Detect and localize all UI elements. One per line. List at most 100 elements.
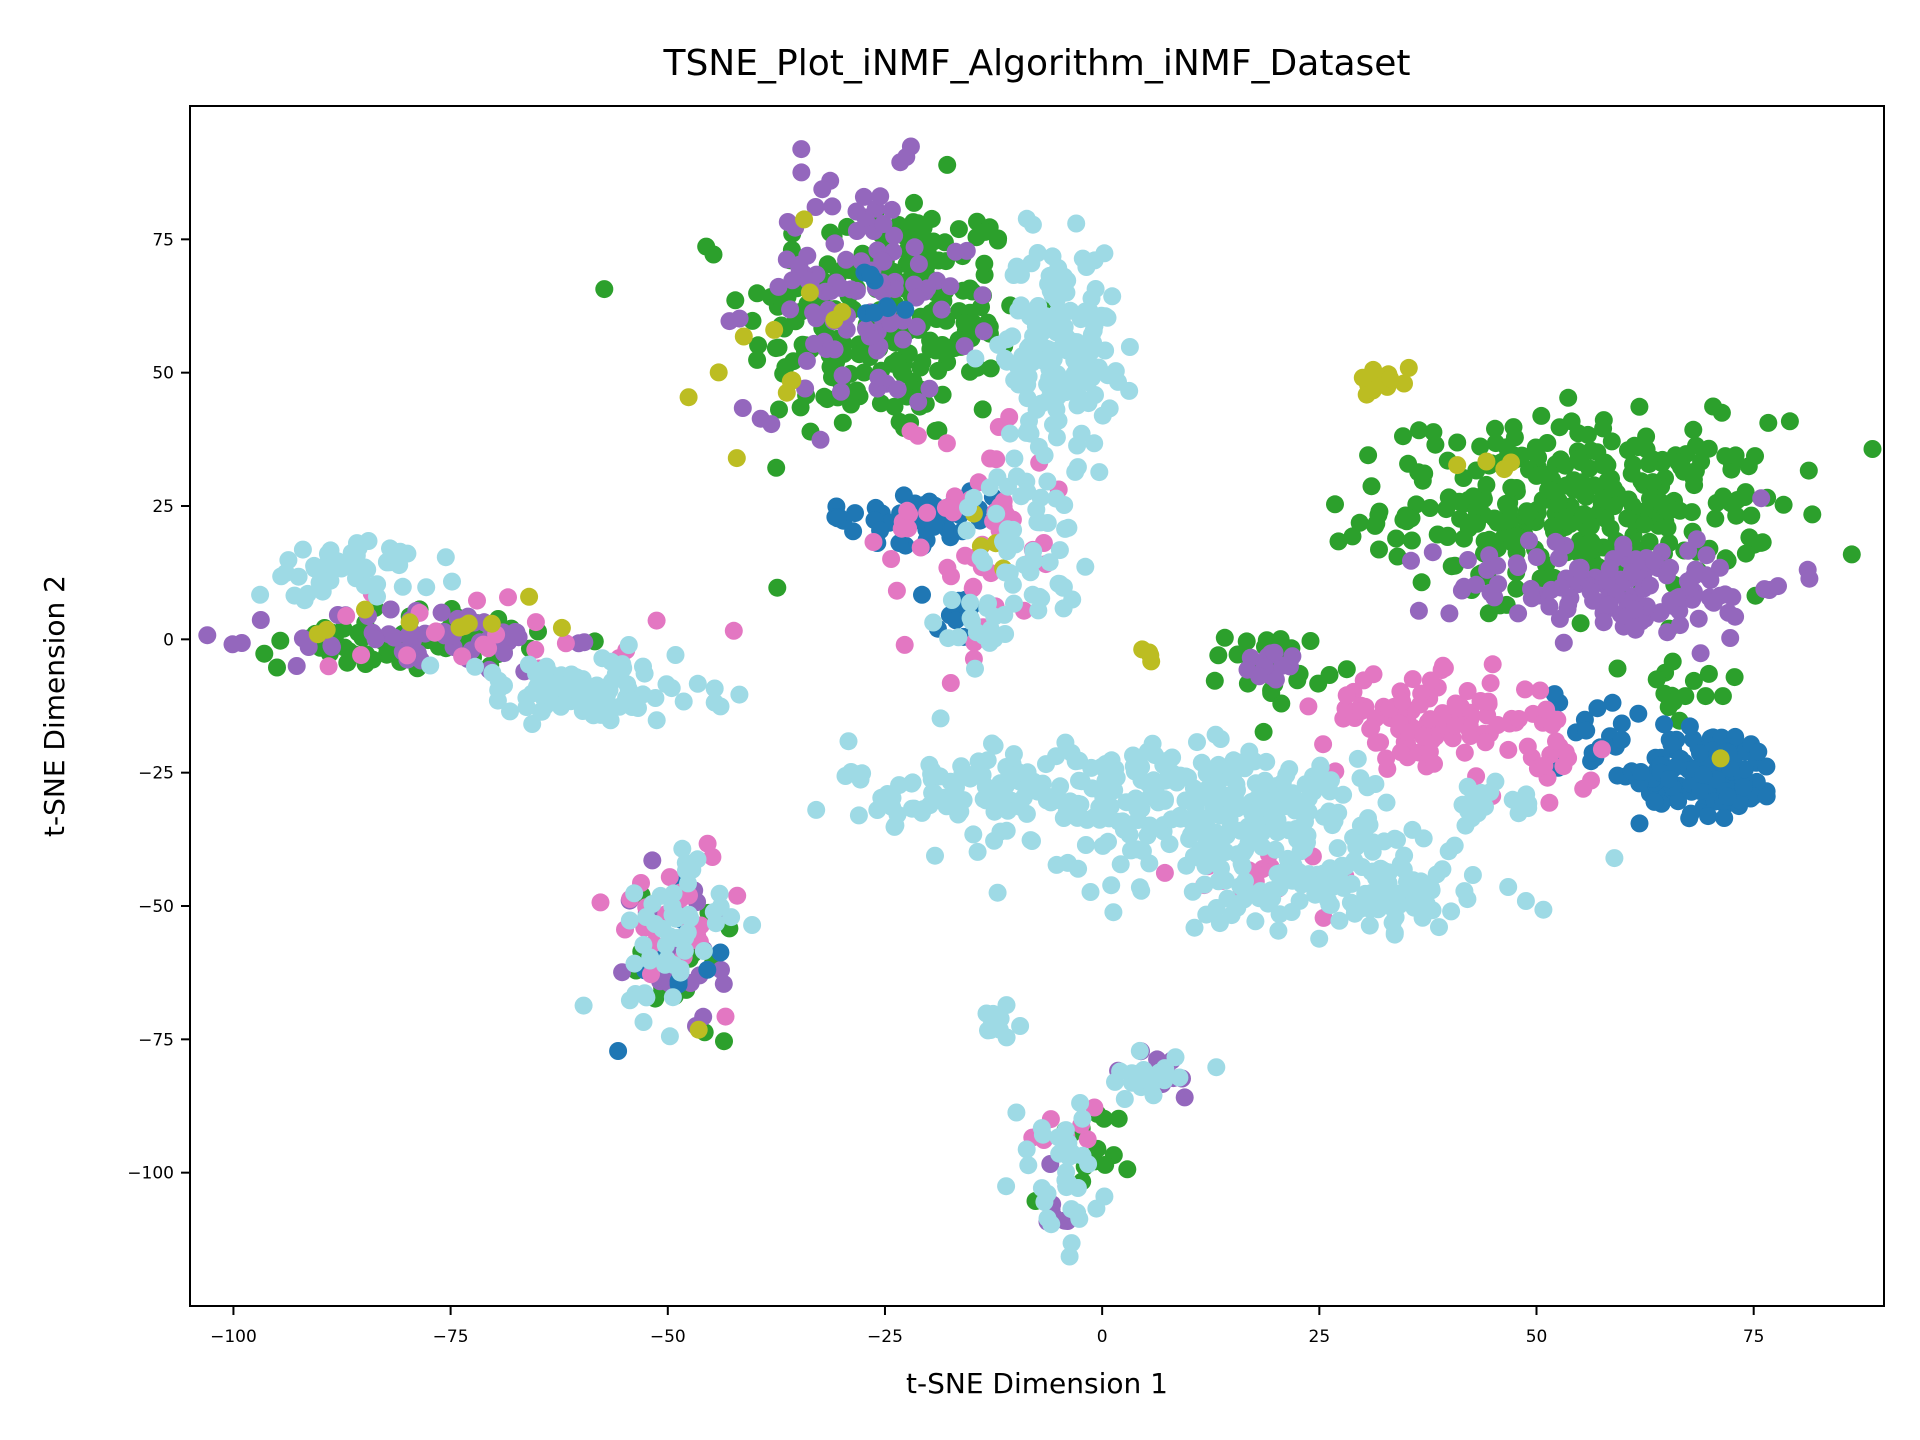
data-point bbox=[501, 702, 519, 721]
data-point bbox=[1007, 1103, 1026, 1122]
data-point bbox=[436, 548, 455, 567]
data-point bbox=[704, 245, 723, 264]
data-point bbox=[1370, 540, 1388, 559]
data-point bbox=[1254, 722, 1273, 741]
data-point bbox=[1277, 766, 1296, 785]
data-point bbox=[781, 300, 800, 319]
data-point bbox=[1071, 1094, 1090, 1112]
data-point bbox=[1652, 454, 1671, 473]
data-point bbox=[1104, 903, 1123, 922]
data-point bbox=[1719, 603, 1738, 622]
data-point bbox=[323, 638, 341, 657]
y-tick-label: −50 bbox=[138, 897, 174, 917]
data-point bbox=[1550, 609, 1569, 628]
data-point bbox=[613, 655, 632, 674]
data-point bbox=[1488, 716, 1507, 734]
data-point bbox=[1228, 799, 1247, 818]
data-point bbox=[1430, 918, 1448, 937]
data-point bbox=[946, 242, 965, 261]
data-point bbox=[1757, 787, 1776, 806]
data-point bbox=[931, 709, 950, 728]
data-point bbox=[1645, 552, 1664, 571]
data-point bbox=[619, 636, 638, 654]
data-point bbox=[805, 334, 824, 353]
data-point bbox=[459, 614, 478, 633]
data-point bbox=[1345, 851, 1364, 870]
data-point bbox=[1478, 560, 1497, 579]
data-point bbox=[1410, 421, 1428, 440]
data-point bbox=[1480, 530, 1499, 549]
data-point bbox=[381, 539, 399, 558]
data-point bbox=[716, 1007, 735, 1026]
data-point bbox=[1582, 771, 1600, 790]
data-point bbox=[1377, 882, 1396, 901]
data-point bbox=[942, 591, 961, 609]
data-point bbox=[1012, 487, 1031, 506]
data-point bbox=[901, 137, 920, 156]
data-point bbox=[949, 628, 968, 647]
data-point bbox=[770, 400, 788, 419]
data-point bbox=[1005, 449, 1024, 468]
data-point bbox=[885, 226, 904, 245]
data-point bbox=[1350, 513, 1369, 532]
x-tick-label: 25 bbox=[1309, 1327, 1331, 1347]
data-point bbox=[1471, 437, 1490, 456]
data-point bbox=[1017, 209, 1036, 228]
data-point bbox=[1054, 599, 1073, 618]
data-point bbox=[1054, 577, 1073, 596]
data-point bbox=[1701, 571, 1720, 590]
data-point bbox=[1160, 835, 1179, 854]
data-point bbox=[964, 825, 983, 844]
data-point bbox=[1035, 446, 1054, 465]
data-point bbox=[663, 988, 682, 1007]
data-point bbox=[1542, 580, 1561, 599]
data-point bbox=[1012, 296, 1031, 315]
data-point bbox=[495, 644, 513, 663]
data-point bbox=[1245, 752, 1264, 771]
data-point bbox=[800, 283, 819, 302]
data-point bbox=[609, 1042, 628, 1060]
data-point bbox=[468, 591, 486, 610]
data-point bbox=[1351, 769, 1370, 788]
data-point bbox=[272, 567, 291, 586]
data-point bbox=[1393, 692, 1412, 711]
data-point bbox=[1520, 531, 1538, 550]
data-point bbox=[909, 392, 928, 411]
data-point bbox=[646, 915, 664, 933]
data-point bbox=[562, 665, 581, 684]
data-point bbox=[898, 501, 917, 520]
data-points bbox=[198, 137, 1882, 1266]
data-point bbox=[1711, 558, 1729, 577]
data-point bbox=[837, 320, 856, 339]
data-point bbox=[400, 613, 419, 632]
data-point bbox=[762, 415, 781, 434]
x-tick-label: 0 bbox=[1097, 1327, 1108, 1347]
data-point bbox=[349, 538, 368, 557]
data-point bbox=[1663, 652, 1682, 671]
data-point bbox=[1658, 518, 1677, 537]
data-point bbox=[1458, 777, 1477, 796]
data-point bbox=[1097, 760, 1116, 779]
data-point bbox=[1502, 453, 1520, 472]
data-point bbox=[1342, 874, 1361, 893]
data-point bbox=[1067, 214, 1086, 233]
data-point bbox=[1081, 883, 1100, 901]
data-point bbox=[1041, 281, 1060, 300]
data-point bbox=[1769, 577, 1787, 596]
data-point bbox=[1458, 682, 1477, 700]
data-point bbox=[1130, 878, 1149, 897]
data-point bbox=[1000, 408, 1019, 426]
data-point bbox=[453, 647, 472, 666]
data-point bbox=[1594, 419, 1613, 438]
data-point bbox=[1385, 923, 1404, 942]
data-point bbox=[1111, 855, 1130, 874]
data-point bbox=[635, 984, 654, 1003]
data-point bbox=[689, 1020, 708, 1039]
data-point bbox=[1228, 781, 1246, 799]
data-point bbox=[847, 222, 866, 240]
data-point bbox=[223, 635, 242, 654]
data-point bbox=[988, 883, 1007, 902]
data-point bbox=[1102, 876, 1121, 895]
data-point bbox=[1209, 646, 1228, 665]
